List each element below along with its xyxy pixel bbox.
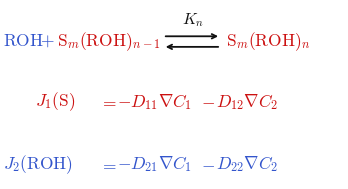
Text: $J_1\mathrm{(S)}$: $J_1\mathrm{(S)}$ xyxy=(35,91,75,113)
Text: $-D_{11}\nabla C_1$: $-D_{11}\nabla C_1$ xyxy=(117,92,192,112)
Text: $\mathrm{S}_m\mathrm{(ROH)}_n$: $\mathrm{S}_m\mathrm{(ROH)}_n$ xyxy=(226,30,311,53)
Text: $D_{12}\nabla C_2$: $D_{12}\nabla C_2$ xyxy=(216,92,278,112)
Text: $-D_{21}\nabla C_1$: $-D_{21}\nabla C_1$ xyxy=(117,154,192,174)
Text: $-$: $-$ xyxy=(201,156,215,173)
Text: $\mathrm{ROH}$: $\mathrm{ROH}$ xyxy=(3,33,44,50)
Text: $=$: $=$ xyxy=(99,156,117,173)
Text: $K_n$: $K_n$ xyxy=(182,11,204,29)
Text: $D_{22}\nabla C_2$: $D_{22}\nabla C_2$ xyxy=(216,154,278,174)
Text: $\mathrm{S}_m\mathrm{(ROH)}_{n-1}$: $\mathrm{S}_m\mathrm{(ROH)}_{n-1}$ xyxy=(57,30,161,53)
Text: $+$: $+$ xyxy=(40,33,55,50)
Text: $J_2\mathrm{(ROH)}$: $J_2\mathrm{(ROH)}$ xyxy=(3,153,73,176)
Text: $=$: $=$ xyxy=(99,94,117,111)
Text: $-$: $-$ xyxy=(201,94,215,111)
